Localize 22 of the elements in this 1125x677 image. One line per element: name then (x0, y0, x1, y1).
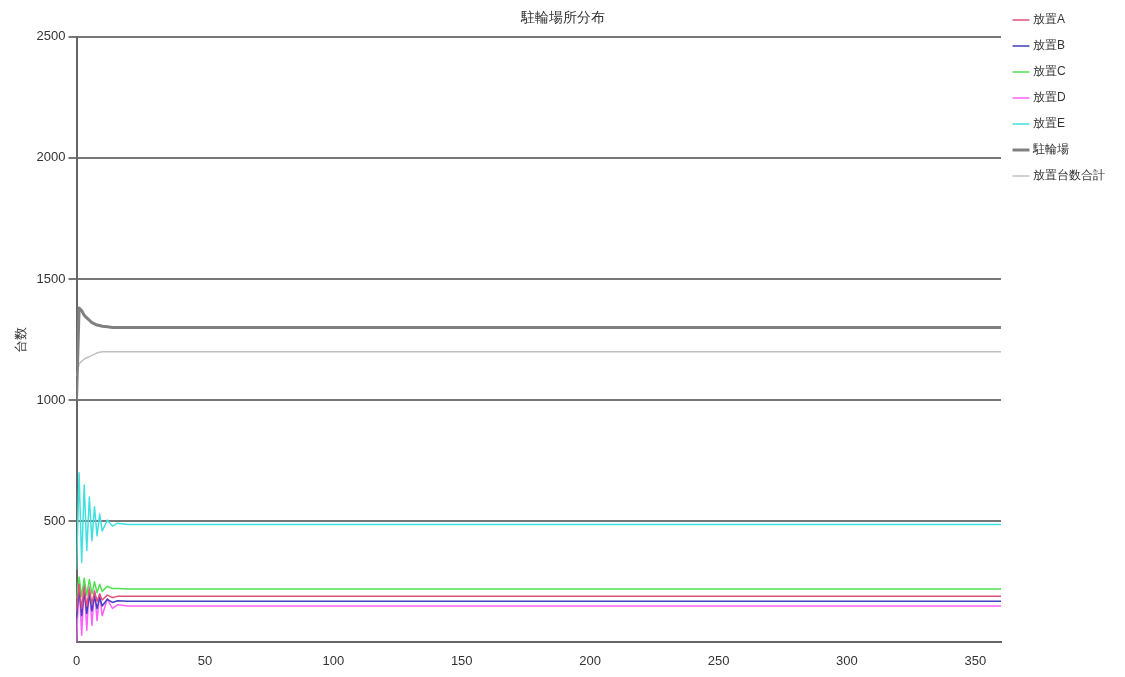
x-tick-label: 350 (964, 652, 987, 668)
y-tick-label: 2000 (36, 149, 66, 165)
x-tick-label: 200 (579, 652, 601, 668)
y-tick-label: 1500 (36, 270, 66, 286)
legend-label: 放置A (1033, 12, 1066, 27)
legend-label: 駐輪場 (1032, 142, 1069, 157)
x-tick-label: 250 (707, 652, 730, 668)
x-tick-label: 50 (197, 652, 213, 668)
legend-label: 放置C (1033, 64, 1066, 79)
legend-label: 放置台数合計 (1033, 168, 1105, 183)
y-tick-label: 2500 (36, 28, 66, 44)
y-axis-title: 台数 (13, 326, 29, 353)
x-tick-label: 300 (836, 652, 858, 668)
y-tick-label: 1000 (36, 391, 66, 407)
x-tick-label: 0 (72, 652, 81, 668)
y-tick-label: 500 (43, 512, 66, 528)
x-tick-label: 100 (322, 652, 345, 668)
chart-title: 駐輪場所分布 (519, 9, 605, 26)
legend-label: 放置E (1033, 116, 1066, 131)
legend-label: 放置D (1033, 90, 1066, 105)
legend-label: 放置B (1033, 38, 1066, 53)
x-tick-label: 150 (450, 652, 473, 668)
